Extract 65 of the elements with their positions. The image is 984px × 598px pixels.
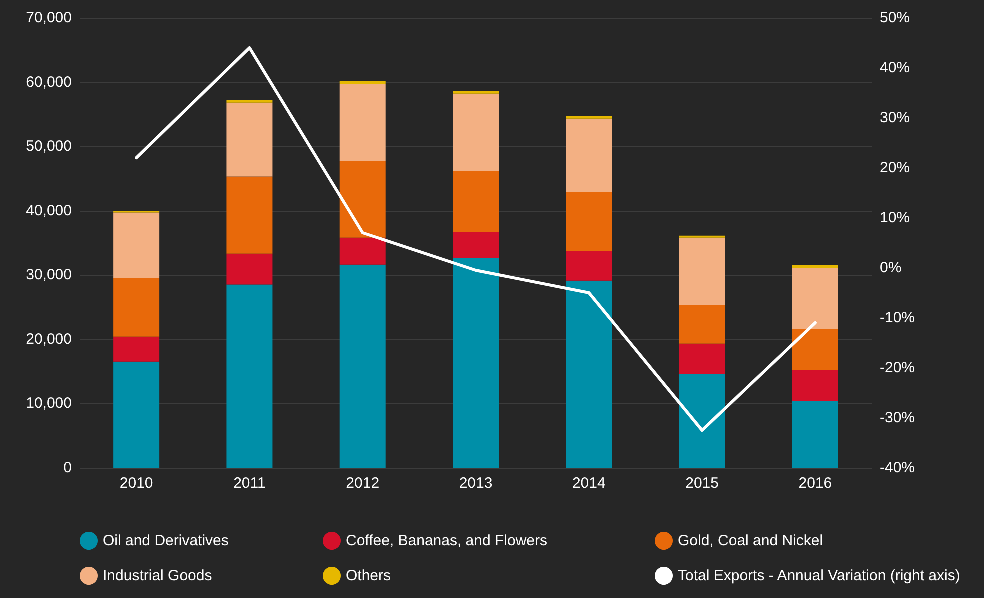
x-tick-label: 2014 xyxy=(572,475,606,492)
line-series xyxy=(135,46,817,432)
y-tick-label: 60,000 xyxy=(26,74,72,91)
bar xyxy=(679,374,726,468)
x-tick-label: 2015 xyxy=(686,475,719,492)
bar xyxy=(226,102,273,177)
bar xyxy=(114,362,160,468)
y2-tick-label: -40% xyxy=(880,460,916,476)
bar xyxy=(340,161,386,238)
bar xyxy=(226,284,273,468)
bar xyxy=(340,238,386,265)
y-tick-label: 0 xyxy=(64,460,72,476)
bar xyxy=(792,370,838,402)
bar xyxy=(566,118,612,192)
bar xyxy=(114,336,160,362)
y2-tick-label: -30% xyxy=(880,410,916,426)
y-tick-label: 50,000 xyxy=(26,138,72,156)
bar xyxy=(792,401,838,468)
x-tick-label: 2012 xyxy=(346,475,380,492)
bar xyxy=(453,232,499,258)
bar xyxy=(340,264,386,468)
y2-tick-label: 40% xyxy=(880,60,910,76)
bar xyxy=(679,344,726,374)
bar xyxy=(566,251,612,281)
y-tick-label: 70,000 xyxy=(26,10,72,26)
legend-label: Gold, Coal and Nickel xyxy=(678,532,824,550)
y-tick-label: 10,000 xyxy=(26,395,72,412)
bar xyxy=(792,266,838,268)
x-tick-label: 2011 xyxy=(234,475,266,492)
y-tick-label: 20,000 xyxy=(26,330,72,348)
bar xyxy=(566,280,612,468)
bar xyxy=(453,91,499,94)
y2-tick-label: 50% xyxy=(880,10,910,26)
legend-label: Total Exports - Annual Variation (right axis) xyxy=(678,568,960,584)
y-tick-label: 40,000 xyxy=(26,202,72,220)
y2-tick-label: -10% xyxy=(880,310,916,326)
y2-tick-label: 20% xyxy=(880,160,910,176)
bar xyxy=(453,171,499,232)
x-tick-label: 2010 xyxy=(120,475,154,492)
bar xyxy=(566,192,612,252)
bar xyxy=(792,268,838,330)
y-tick-label: 30,000 xyxy=(26,266,72,284)
bar xyxy=(114,212,160,278)
bar xyxy=(792,329,838,370)
y2-tick-label: -20% xyxy=(880,360,916,376)
y2-tick-label: 30% xyxy=(880,110,910,126)
bar xyxy=(566,116,612,119)
bar xyxy=(453,258,499,468)
bar xyxy=(340,81,386,84)
legend-label: Oil and Derivatives xyxy=(103,532,229,550)
x-tick-label: 2016 xyxy=(798,475,832,492)
x-tick-label: 2013 xyxy=(459,475,493,492)
legend-label: Industrial Goods xyxy=(103,568,212,584)
bar xyxy=(226,176,273,254)
bar xyxy=(453,94,499,171)
y2-tick-label: 0% xyxy=(880,260,902,276)
bar xyxy=(226,100,273,103)
bar xyxy=(226,254,273,285)
y2-tick-label: 10% xyxy=(880,210,910,226)
bar xyxy=(679,238,726,306)
legend-label: Others xyxy=(346,568,392,584)
bar xyxy=(679,305,726,344)
bar xyxy=(114,278,160,337)
legend-label: Coffee, Bananas, and Flowers xyxy=(346,532,548,550)
bar xyxy=(340,84,386,162)
